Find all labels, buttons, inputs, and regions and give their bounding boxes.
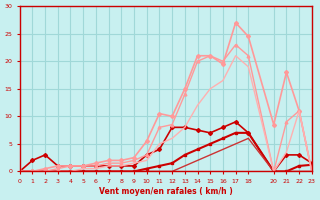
X-axis label: Vent moyen/en rafales ( km/h ): Vent moyen/en rafales ( km/h ) [99,187,233,196]
